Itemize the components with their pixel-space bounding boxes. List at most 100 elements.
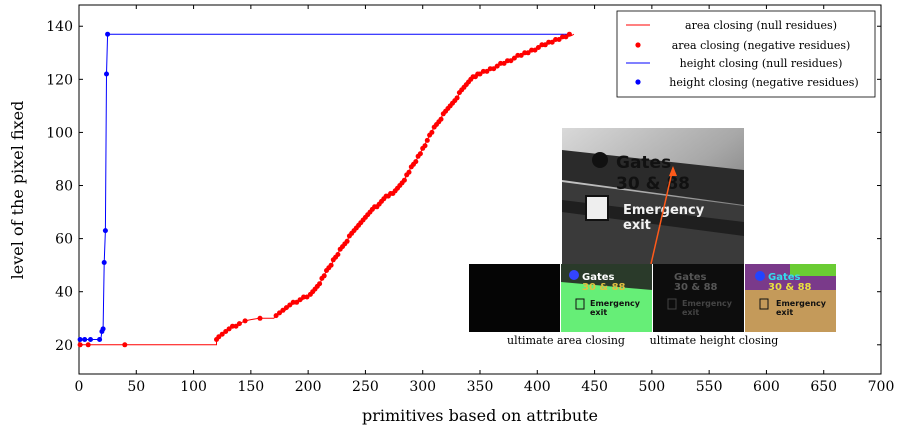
airplane-icon (592, 152, 608, 168)
data-point-height-closing (105, 31, 111, 37)
data-point-area-closing (501, 60, 507, 66)
data-point-area-closing (406, 169, 412, 175)
legend-label-height-null: height closing (null residues) (680, 57, 843, 70)
data-point-area-closing (122, 342, 128, 348)
data-point-area-closing (477, 71, 483, 77)
caption-height-closing: ultimate height closing (650, 334, 779, 347)
y-tick-label: 140 (46, 19, 73, 35)
data-point-area-closing (328, 262, 334, 268)
data-point-area-closing (344, 238, 350, 244)
svg-text:exit: exit (776, 308, 793, 317)
svg-text:Emergency: Emergency (682, 299, 733, 308)
legend: area closing (null residues) area closin… (616, 10, 876, 98)
x-tick-label: 450 (581, 379, 608, 395)
x-tick-label: 300 (409, 379, 436, 395)
data-point-area-closing (542, 42, 548, 48)
data-point-area-closing (494, 63, 500, 69)
data-point-area-closing (77, 342, 83, 348)
data-point-area-closing (429, 129, 435, 135)
data-point-area-closing (219, 331, 225, 337)
data-point-area-closing (287, 302, 293, 308)
svg-text:exit: exit (682, 308, 699, 317)
legend-frame (616, 10, 876, 98)
data-point-area-closing (422, 143, 428, 149)
arrow-head-icon (669, 166, 677, 176)
data-point-area-closing (525, 50, 531, 56)
y-tick-label: 60 (55, 232, 73, 248)
inset-pointer-arrow (650, 167, 674, 265)
data-point-area-closing (290, 299, 296, 305)
x-tick-label: 350 (467, 379, 494, 395)
data-point-area-closing (85, 342, 91, 348)
data-point-area-closing (297, 297, 303, 303)
x-tick-label: 150 (237, 379, 264, 395)
y-tick-label: 20 (55, 338, 73, 354)
inset-main-image: Gates 30 & 88 Emergency exit (562, 128, 744, 265)
data-point-height-closing (82, 337, 88, 342)
data-point-area-closing (294, 299, 300, 305)
inset-panel-height-labels: Gates 30 & 88 Emergency exit (745, 264, 836, 332)
data-point-area-closing (216, 334, 222, 340)
data-point-area-closing (563, 34, 569, 40)
svg-text:30 & 88: 30 & 88 (582, 282, 626, 293)
data-point-area-closing (277, 310, 282, 316)
x-tick-label: 550 (696, 379, 723, 395)
data-point-area-closing (226, 326, 232, 332)
data-point-area-closing (438, 116, 444, 122)
data-point-area-closing (401, 177, 407, 183)
series-layer (77, 31, 575, 348)
data-point-height-closing (101, 260, 107, 265)
svg-text:Gates: Gates (768, 272, 801, 283)
y-tick-label: 100 (46, 125, 73, 141)
data-point-area-closing (273, 313, 279, 319)
svg-text:exit: exit (590, 308, 607, 317)
data-point-area-closing (454, 95, 460, 101)
data-point-area-closing (223, 329, 229, 334)
data-point-area-closing (518, 52, 524, 58)
data-point-area-closing (317, 281, 323, 287)
data-point-area-closing (498, 60, 504, 66)
data-point-area-closing (556, 37, 562, 42)
x-tick-label: 50 (127, 379, 145, 395)
data-point-area-closing (257, 315, 263, 321)
data-point-area-closing (511, 55, 517, 61)
legend-swatch-height-neg (635, 79, 641, 85)
svg-text:Gates: Gates (582, 272, 615, 283)
exit-icon (585, 195, 609, 221)
data-point-area-closing (283, 305, 289, 311)
x-tick-label: 100 (180, 379, 207, 395)
data-point-area-closing (242, 318, 248, 324)
data-point-area-closing (335, 252, 341, 257)
data-point-area-closing (532, 47, 538, 53)
caption-area-closing: ultimate area closing (507, 334, 625, 347)
legend-label-area-neg: area closing (negative residues) (672, 39, 851, 52)
data-point-area-closing (280, 307, 286, 313)
x-tick-label: 0 (75, 379, 84, 395)
x-tick-label: 600 (753, 379, 780, 395)
legend-label-height-neg: height closing (negative residues) (669, 76, 858, 89)
data-point-area-closing (549, 39, 555, 45)
svg-text:Gates: Gates (674, 272, 707, 283)
data-point-height-closing (104, 71, 109, 77)
x-tick-label: 250 (352, 379, 379, 395)
inset-sign-exit: exit (623, 218, 651, 233)
x-axis-label: primitives based on attribute (362, 406, 598, 425)
data-point-area-closing (553, 37, 559, 42)
y-ticks: 20 40 60 80 100 120 140 (46, 19, 881, 354)
inset-figure: Gates 30 & 88 Emergency exit Gates 30 & … (469, 128, 836, 347)
svg-text:30 & 88: 30 & 88 (768, 282, 812, 293)
legend-swatch-area-neg (635, 42, 641, 48)
y-tick-label: 40 (55, 285, 73, 301)
data-point-area-closing (546, 39, 552, 45)
data-point-height-closing (97, 337, 103, 342)
data-point-area-closing (304, 294, 310, 300)
data-point-area-closing (424, 137, 430, 143)
inset-sign-gate-numbers: 30 & 88 (616, 174, 690, 194)
data-point-area-closing (491, 66, 497, 72)
svg-text:Emergency: Emergency (590, 299, 641, 308)
svg-text:Emergency: Emergency (776, 299, 827, 308)
inset-panel-area-residue (469, 264, 560, 332)
y-tick-label: 120 (46, 72, 73, 88)
x-tick-label: 700 (868, 379, 895, 395)
data-point-area-closing (535, 45, 541, 50)
